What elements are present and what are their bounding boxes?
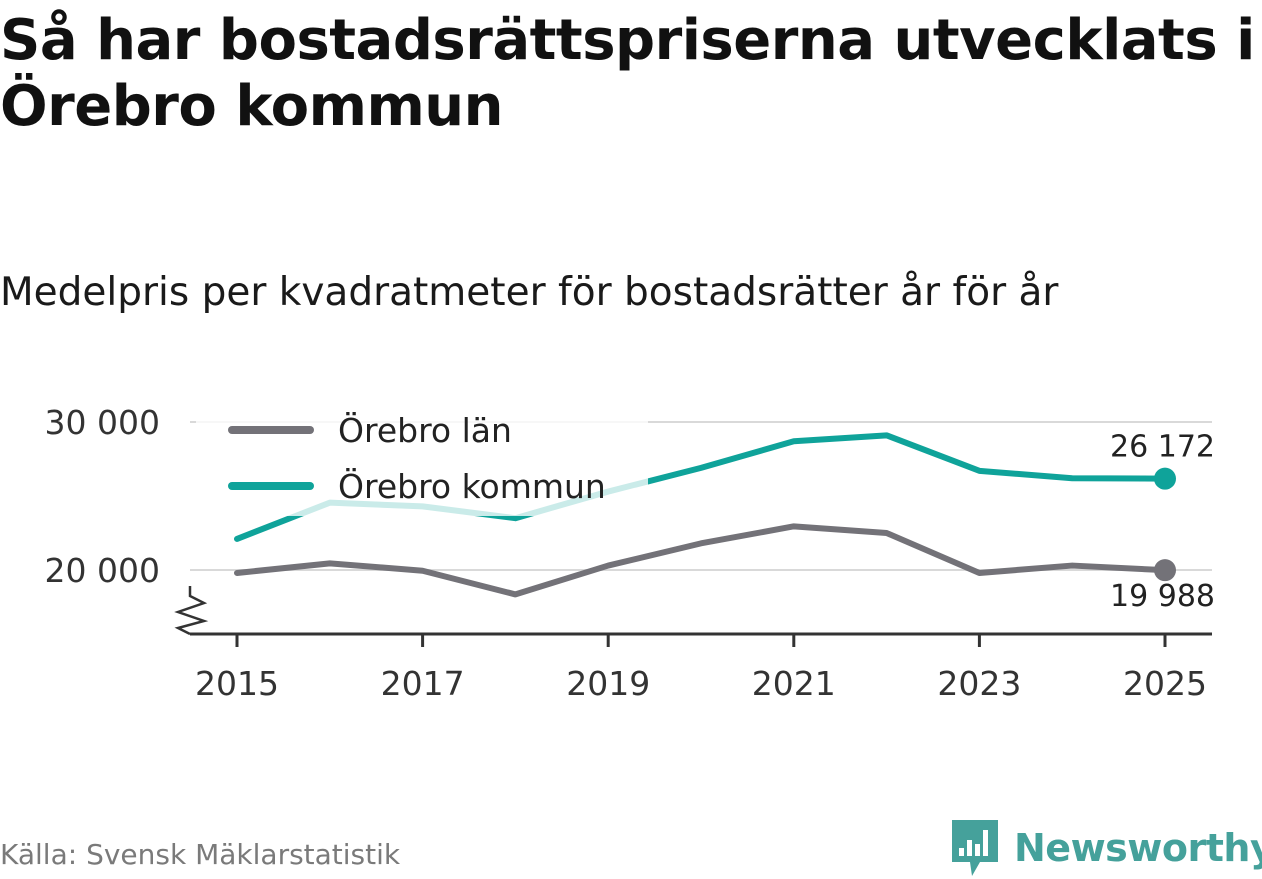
x-tick-label-2021: 2021 <box>752 664 836 703</box>
x-tick-label-2017: 2017 <box>381 664 465 703</box>
chart-title: Så har bostadsrättspriserna utvecklats i… <box>0 8 1255 139</box>
legend-item-orebro-kommun-label: Örebro kommun <box>338 466 606 506</box>
x-tick-label-2023: 2023 <box>937 664 1021 703</box>
x-tick-label-2019: 2019 <box>566 664 650 703</box>
y-tick-label-30000: 30 000 <box>45 403 160 442</box>
end-point-orebro-kommun <box>1154 467 1176 490</box>
series-line-orebro-lan <box>234 523 1168 598</box>
axis-break-icon <box>174 586 209 636</box>
source-note: Källa: Svensk Mäklarstatistik <box>0 838 401 871</box>
end-point-orebro-lan <box>1154 559 1176 582</box>
chart-subtitle: Medelpris per kvadratmeter för bostadsrä… <box>0 270 1059 315</box>
legend-item-orebro-lan-label: Örebro län <box>338 410 512 450</box>
end-label-orebro-lan: 19 988 <box>1110 579 1215 614</box>
x-tick-label-2015: 2015 <box>195 664 279 703</box>
brand-logo: Newsworthy <box>950 818 1262 878</box>
brand-name: Newsworthy <box>1014 826 1262 870</box>
newsworthy-icon <box>952 820 998 876</box>
legend-item-orebro-kommun: Örebro kommun <box>228 466 606 506</box>
end-label-orebro-kommun: 26 172 <box>1110 430 1215 465</box>
legend-item-orebro-lan: Örebro län <box>228 410 512 450</box>
x-tick-label-2025: 2025 <box>1123 664 1207 703</box>
y-tick-label-20000: 20 000 <box>45 551 160 590</box>
legend-box <box>196 398 648 516</box>
